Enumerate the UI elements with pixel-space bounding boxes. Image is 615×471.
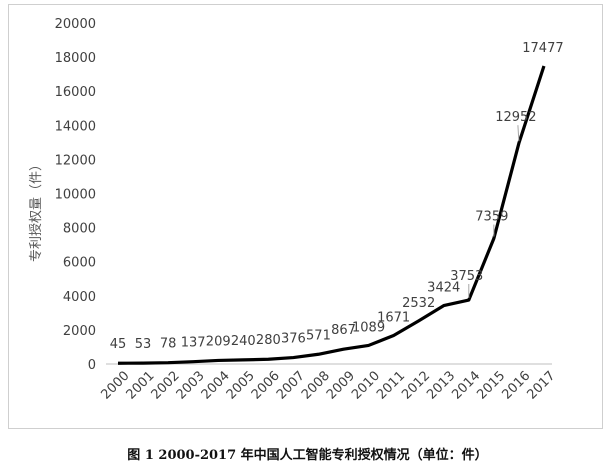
x-tick-label: 2010: [349, 369, 383, 403]
x-tick-label: 2011: [374, 369, 408, 403]
x-tick-label: 2002: [149, 369, 183, 403]
data-label: 78: [160, 337, 177, 352]
x-tick-label: 2005: [224, 369, 258, 403]
data-label: 867: [331, 323, 356, 338]
x-tick-label: 2003: [174, 369, 208, 403]
patent-line-chart: 专利授权量（件） 0200040006000800010000120001400…: [28, 17, 564, 403]
y-tick-label: 16000: [55, 85, 96, 100]
data-label: 45: [110, 337, 127, 352]
x-tick-label: 2009: [324, 369, 358, 403]
data-label: 12952: [495, 110, 536, 125]
y-tick-label: 0: [88, 358, 96, 373]
x-tick-label: 2006: [249, 369, 283, 403]
data-label: 240: [231, 334, 256, 349]
x-tick-label: 2000: [99, 369, 133, 403]
data-label: 7359: [475, 210, 508, 225]
series-line-path: [117, 65, 546, 365]
data-label: 2532: [402, 296, 435, 311]
data-label: 137: [181, 336, 206, 351]
data-labels: 45 53 78 137 209 240 280 376 571 8671089167125323…: [110, 41, 564, 352]
x-tick-label: 2001: [124, 369, 158, 403]
data-label: 53: [135, 337, 152, 352]
x-tick-label: 2016: [499, 369, 533, 403]
series-line: [117, 65, 546, 365]
data-label-leader: [517, 125, 520, 142]
x-tick-label: 2017: [524, 369, 558, 403]
data-label: 3753: [450, 269, 483, 284]
data-label: 1671: [377, 311, 410, 326]
data-label: 3424: [427, 281, 460, 296]
x-axis-ticks: 2000200120022003200420052006200720082009…: [99, 369, 559, 403]
x-tick-label: 2004: [199, 369, 233, 403]
x-tick-label: 2012: [399, 369, 433, 403]
data-label: 17477: [522, 41, 563, 56]
y-tick-label: 14000: [55, 119, 96, 134]
chart-frame: [8, 4, 603, 429]
x-tick-label: 2007: [274, 369, 308, 403]
data-label: 209: [206, 334, 231, 349]
y-tick-label: 6000: [63, 256, 96, 271]
y-axis-title: 专利授权量（件）: [28, 158, 44, 262]
x-tick-label: 2008: [299, 369, 333, 403]
data-label: 1089: [352, 320, 385, 335]
x-tick-label: 2014: [449, 369, 483, 403]
y-tick-label: 18000: [55, 51, 96, 66]
x-tick-label: 2015: [474, 369, 508, 403]
y-tick-label: 20000: [55, 17, 96, 32]
y-tick-label: 2000: [63, 324, 96, 339]
data-label: 280: [256, 333, 281, 348]
y-tick-label: 8000: [63, 222, 96, 237]
y-tick-label: 10000: [55, 188, 96, 203]
y-axis-ticks: 0 2000 4000 6000 8000 10000 12000 14000 16000 180…: [55, 17, 96, 373]
data-label: 376: [281, 332, 306, 347]
figure-caption: 图 1 2000-2017 年中国人工智能专利授权情况（单位：件）: [127, 448, 488, 463]
y-tick-label: 4000: [63, 290, 96, 305]
data-label: 571: [306, 328, 331, 343]
y-axis-label: 专利授权量（件）: [28, 158, 44, 262]
y-tick-label: 12000: [55, 153, 96, 168]
x-tick-label: 2013: [424, 369, 458, 403]
